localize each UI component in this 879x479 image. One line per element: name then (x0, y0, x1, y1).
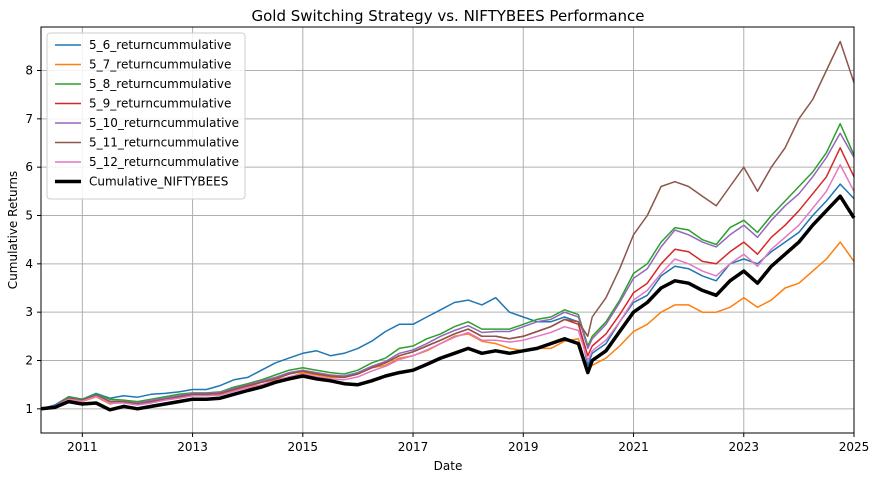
x-axis-label: Date (434, 459, 463, 473)
y-tick-label: 2 (25, 354, 33, 368)
legend-label: Cumulative_NIFTYBEES (89, 175, 228, 189)
y-tick-label: 7 (25, 112, 33, 126)
legend-label: 5_8_returncummulative (89, 77, 231, 91)
legend-label: 5_11_returncummulative (89, 136, 239, 150)
x-tick-label: 2011 (67, 440, 98, 454)
series-line-5_8_returncummulative (40, 122, 855, 410)
series-line-5_6_returncummulative (40, 183, 855, 410)
x-tick-label: 2017 (398, 440, 429, 454)
series-line-5_12_returncummulative (40, 164, 855, 410)
x-tick-label: 2013 (177, 440, 208, 454)
legend-label: 5_10_returncummulative (89, 116, 239, 130)
y-tick-label: 8 (25, 64, 33, 78)
legend-label: 5_7_returncummulative (89, 58, 231, 72)
chart-title: Gold Switching Strategy vs. NIFTYBEES Pe… (251, 7, 644, 25)
legend-box (46, 32, 246, 200)
y-axis-label: Cumulative Returns (6, 171, 20, 289)
series-line-5_11_returncummulative (40, 40, 855, 410)
series-line-5_7_returncummulative (40, 241, 855, 410)
y-tick-label: 1 (25, 402, 33, 416)
x-tick-label: 2019 (508, 440, 539, 454)
ticks: 2011 2013 2015 2017 2019 2021 2023 2025 1 2 3 4 5 6 7 8 (25, 64, 869, 455)
legend-label: 5_12_returncummulative (89, 155, 239, 169)
legend-label: 5_6_returncummulative (89, 38, 231, 52)
y-tick-label: 3 (25, 305, 33, 319)
legend: 5_6_returncummulative 5_7_returncummulati… (46, 32, 246, 200)
x-tick-label: 2025 (839, 440, 870, 454)
y-tick-label: 4 (25, 257, 33, 271)
y-tick-label: 5 (25, 209, 33, 223)
legend-label: 5_9_returncummulative (89, 97, 231, 111)
series-layer (40, 40, 856, 412)
x-tick-label: 2023 (728, 440, 759, 454)
x-tick-label: 2021 (618, 440, 649, 454)
plot-frame (40, 26, 855, 434)
series-line-Cumulative_NIFTYBEES (40, 194, 856, 412)
series-line-5_10_returncummulative (40, 132, 855, 410)
y-tick-label: 6 (25, 160, 33, 174)
grid (41, 27, 855, 433)
x-tick-label: 2015 (288, 440, 319, 454)
